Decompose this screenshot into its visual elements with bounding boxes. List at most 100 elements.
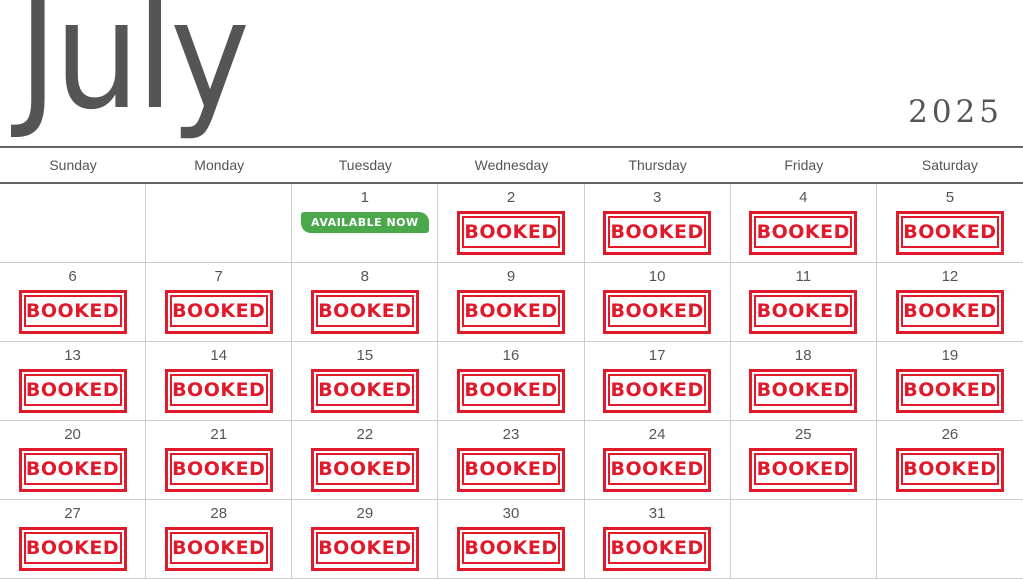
day-cell[interactable]: 11 BOOKED (730, 263, 877, 342)
booked-stamp: BOOKED (164, 527, 273, 571)
booked-label: BOOKED (608, 216, 707, 248)
booked-stamp: BOOKED (456, 527, 565, 571)
day-cell[interactable]: 24 BOOKED (584, 421, 731, 500)
booked-stamp: BOOKED (749, 211, 858, 255)
booked-label: BOOKED (608, 374, 707, 406)
day-number (0, 189, 145, 209)
empty-cell (730, 500, 877, 579)
booked-stamp: BOOKED (895, 369, 1004, 413)
booked-stamp: BOOKED (603, 369, 712, 413)
booked-stamp: BOOKED (164, 448, 273, 492)
day-number: 22 (356, 426, 374, 443)
day-number: 31 (648, 505, 666, 522)
day-number: 25 (794, 426, 812, 443)
day-cell[interactable]: 10 BOOKED (584, 263, 731, 342)
booked-stamp: BOOKED (310, 448, 419, 492)
booked-stamp: BOOKED (310, 369, 419, 413)
day-cell[interactable]: 16 BOOKED (438, 342, 585, 421)
day-number: 6 (68, 268, 77, 285)
day-number: 28 (210, 505, 228, 522)
weekday-thursday: Thursday (628, 157, 687, 173)
booked-label: BOOKED (23, 453, 122, 485)
day-cell[interactable]: 9 BOOKED (438, 263, 585, 342)
day-cell[interactable]: 30 BOOKED (438, 500, 585, 579)
day-cell[interactable]: 20 BOOKED (0, 421, 147, 500)
day-number: 9 (506, 268, 516, 285)
day-cell[interactable]: 31 BOOKED (584, 500, 731, 579)
booked-stamp: BOOKED (456, 211, 565, 255)
day-cell[interactable]: 25 BOOKED (730, 421, 877, 500)
booked-stamp: BOOKED (310, 527, 419, 571)
booked-stamp: BOOKED (603, 448, 712, 492)
day-number: 19 (941, 347, 959, 364)
weekday-header: Sunday Monday Tuesday Wednesday Thursday… (0, 148, 1023, 184)
booked-label: BOOKED (608, 532, 707, 564)
booked-stamp: BOOKED (456, 290, 565, 334)
booked-stamp: BOOKED (310, 290, 419, 334)
day-cell[interactable]: 1 AVAILABLE NOW (292, 184, 439, 263)
empty-cell (0, 184, 147, 263)
day-cell[interactable]: 23 BOOKED (438, 421, 585, 500)
booked-stamp: BOOKED (895, 211, 1004, 255)
booked-label: BOOKED (900, 453, 999, 485)
booked-label: BOOKED (461, 295, 560, 327)
booked-stamp: BOOKED (603, 290, 712, 334)
booked-label: BOOKED (754, 216, 853, 248)
day-number: 10 (648, 268, 666, 285)
day-cell[interactable]: 29 BOOKED (292, 500, 439, 579)
booked-stamp: BOOKED (18, 527, 127, 571)
day-cell[interactable]: 27 BOOKED (0, 500, 147, 579)
weekday-friday: Friday (784, 157, 824, 173)
booked-label: BOOKED (23, 295, 122, 327)
day-cell[interactable]: 7 BOOKED (146, 263, 293, 342)
booked-label: BOOKED (608, 295, 707, 327)
day-cell[interactable]: 14 BOOKED (146, 342, 293, 421)
booked-label: BOOKED (169, 532, 268, 564)
weekday-sunday: Sunday (49, 157, 97, 173)
booked-label: BOOKED (754, 453, 853, 485)
day-cell[interactable]: 28 BOOKED (146, 500, 293, 579)
day-cell[interactable]: 26 BOOKED (876, 421, 1023, 500)
booked-label: BOOKED (461, 453, 560, 485)
booked-stamp: BOOKED (895, 448, 1004, 492)
day-number (877, 505, 1023, 525)
booked-stamp: BOOKED (456, 369, 565, 413)
day-cell[interactable]: 17 BOOKED (584, 342, 731, 421)
day-cell[interactable]: 22 BOOKED (292, 421, 439, 500)
day-number: 26 (941, 426, 959, 443)
booked-label: BOOKED (900, 374, 999, 406)
day-cell[interactable]: 15 BOOKED (292, 342, 439, 421)
day-cell[interactable]: 21 BOOKED (146, 421, 293, 500)
day-number: 2 (506, 189, 516, 206)
booked-label: BOOKED (754, 374, 853, 406)
day-number: 17 (648, 347, 666, 364)
booked-label: BOOKED (315, 453, 414, 485)
day-cell[interactable]: 4 BOOKED (730, 184, 877, 263)
day-cell[interactable]: 5 BOOKED (876, 184, 1023, 263)
booked-stamp: BOOKED (18, 369, 127, 413)
day-cell[interactable]: 3 BOOKED (584, 184, 731, 263)
booked-label: BOOKED (169, 453, 268, 485)
booked-stamp: BOOKED (456, 448, 565, 492)
day-number: 1 (360, 189, 370, 206)
booked-label: BOOKED (461, 216, 560, 248)
month-title: July (18, 0, 250, 143)
booked-label: BOOKED (23, 532, 122, 564)
day-number: 20 (64, 426, 81, 443)
day-cell[interactable]: 6 BOOKED (0, 263, 147, 342)
day-number: 8 (360, 268, 370, 285)
day-number: 11 (795, 268, 812, 285)
day-cell[interactable]: 18 BOOKED (730, 342, 877, 421)
day-cell[interactable]: 19 BOOKED (876, 342, 1023, 421)
calendar-grid: 1 AVAILABLE NOW 2 BOOKED 3 BOOKED 4 BOOKED 5 BOOK… (0, 184, 1023, 579)
day-cell[interactable]: 13 BOOKED (0, 342, 147, 421)
day-cell[interactable]: 2 BOOKED (438, 184, 585, 263)
booked-label: BOOKED (315, 295, 414, 327)
day-cell[interactable]: 12 BOOKED (876, 263, 1023, 342)
booked-stamp: BOOKED (749, 369, 858, 413)
booked-label: BOOKED (461, 374, 560, 406)
booked-label: BOOKED (608, 453, 707, 485)
header-divider (0, 146, 1023, 148)
booked-label: BOOKED (169, 295, 268, 327)
day-cell[interactable]: 8 BOOKED (292, 263, 439, 342)
